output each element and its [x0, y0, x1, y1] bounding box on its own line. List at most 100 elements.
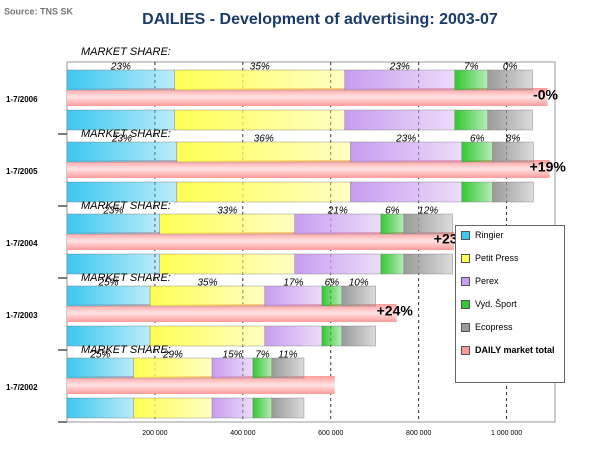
change-label: -0%: [533, 87, 558, 103]
share-label: 23%: [110, 62, 131, 73]
segment-lower: [66, 397, 135, 419]
change-label: +24%: [377, 303, 414, 319]
legend-label: Vyd. Šport: [475, 299, 517, 309]
segment-lower: [264, 325, 323, 347]
legend-label: Ringier: [475, 230, 504, 240]
segment: [176, 141, 351, 163]
legend-entry: Perex: [460, 276, 560, 286]
segment: [341, 285, 376, 307]
share-label: 36%: [254, 134, 274, 145]
share-label: 25%: [98, 278, 119, 289]
y-tick-label: 1-7/2002: [6, 383, 38, 392]
segment: [66, 285, 151, 307]
segment: [66, 357, 135, 379]
legend-label: DAILY market total: [475, 345, 555, 355]
share-caption: MARKET SHARE:: [81, 128, 171, 140]
segment-lower: [461, 181, 493, 203]
legend-label: Petit Press: [475, 253, 519, 263]
share-label: 12%: [418, 206, 438, 217]
segment: [174, 69, 346, 91]
segment: [149, 285, 266, 307]
share-label: 23%: [102, 206, 123, 217]
segment-lower: [133, 397, 213, 419]
share-label: 0%: [503, 62, 518, 73]
segment-lower: [403, 253, 453, 275]
legend-swatch: [461, 300, 470, 309]
x-tick-label: 200 000: [142, 430, 167, 437]
share-caption: MARKET SHARE:: [81, 46, 171, 58]
share-label: 23%: [395, 134, 416, 145]
segment: [271, 357, 305, 379]
segment: [66, 141, 178, 163]
change-label: +19%: [530, 159, 567, 175]
share-label: 35%: [197, 278, 217, 289]
legend-swatch: [461, 231, 470, 240]
total-bar: [67, 232, 454, 250]
legend-entry: Vyd. Šport: [460, 299, 560, 309]
share-caption: MARKET SHARE:: [81, 272, 171, 284]
segment-lower: [174, 109, 346, 131]
total-bar: [67, 160, 550, 178]
share-label: 29%: [162, 350, 183, 361]
segment-lower: [252, 397, 273, 419]
share-label: 33%: [217, 206, 237, 217]
legend: Ringier Petit Press Perex Vyd. Šport Ecopres…: [455, 225, 565, 383]
x-tick-label: 800 000: [406, 430, 431, 437]
y-tick-label: 1-7/2006: [6, 95, 38, 104]
total-bar: [67, 304, 397, 322]
segment: [380, 213, 404, 235]
share-label: 6%: [385, 206, 400, 217]
segment-lower: [350, 181, 462, 203]
segment: [350, 141, 462, 163]
segment: [487, 69, 533, 91]
segment-lower: [294, 253, 382, 275]
total-bar: [67, 376, 335, 394]
segment-lower: [176, 181, 351, 203]
segment-lower: [380, 253, 404, 275]
segment: [133, 357, 213, 379]
share-label: 17%: [283, 278, 303, 289]
share-caption: MARKET SHARE:: [81, 344, 171, 356]
segment: [211, 357, 254, 379]
segment-lower: [454, 109, 488, 131]
segment: [66, 69, 175, 91]
segment: [454, 69, 488, 91]
segment: [461, 141, 493, 163]
segment: [66, 213, 160, 235]
legend-entry: Petit Press: [460, 253, 560, 263]
share-label: 11%: [278, 350, 297, 361]
share-label: 23%: [111, 134, 132, 145]
segment: [294, 213, 382, 235]
y-tick-label: 1-7/2005: [6, 167, 38, 176]
segment-lower: [344, 109, 455, 131]
share-label: 23%: [389, 62, 410, 73]
share-label: 25%: [89, 350, 110, 361]
segment: [321, 285, 342, 307]
total-bar: [67, 88, 548, 106]
share-label: 35%: [250, 62, 270, 73]
legend-label: Perex: [475, 276, 499, 286]
share-label: 6%: [470, 134, 485, 145]
share-label: 7%: [464, 62, 479, 73]
segment: [344, 69, 455, 91]
share-label: 8%: [506, 134, 521, 145]
legend-entry: DAILY market total: [460, 345, 560, 355]
legend-entry: Ringier: [460, 230, 560, 240]
share-label: 21%: [327, 206, 348, 217]
x-tick-label: 400 000: [230, 430, 255, 437]
source: Source: TNS SK: [4, 6, 74, 16]
segment-lower: [492, 181, 534, 203]
x-tick-label: 1 000 000: [491, 430, 522, 437]
legend-swatch: [461, 323, 470, 332]
legend-swatch: [461, 254, 470, 263]
share-label: 6%: [325, 278, 340, 289]
segment-lower: [341, 325, 376, 347]
share-caption: MARKET SHARE:: [81, 200, 171, 212]
segment: [403, 213, 453, 235]
legend-swatch: [461, 346, 470, 355]
chart-title: DAILIES - Development of advertising: 20…: [142, 11, 498, 28]
legend-label: Ecopress: [475, 322, 513, 332]
share-label: 15%: [223, 350, 243, 361]
segment: [252, 357, 273, 379]
